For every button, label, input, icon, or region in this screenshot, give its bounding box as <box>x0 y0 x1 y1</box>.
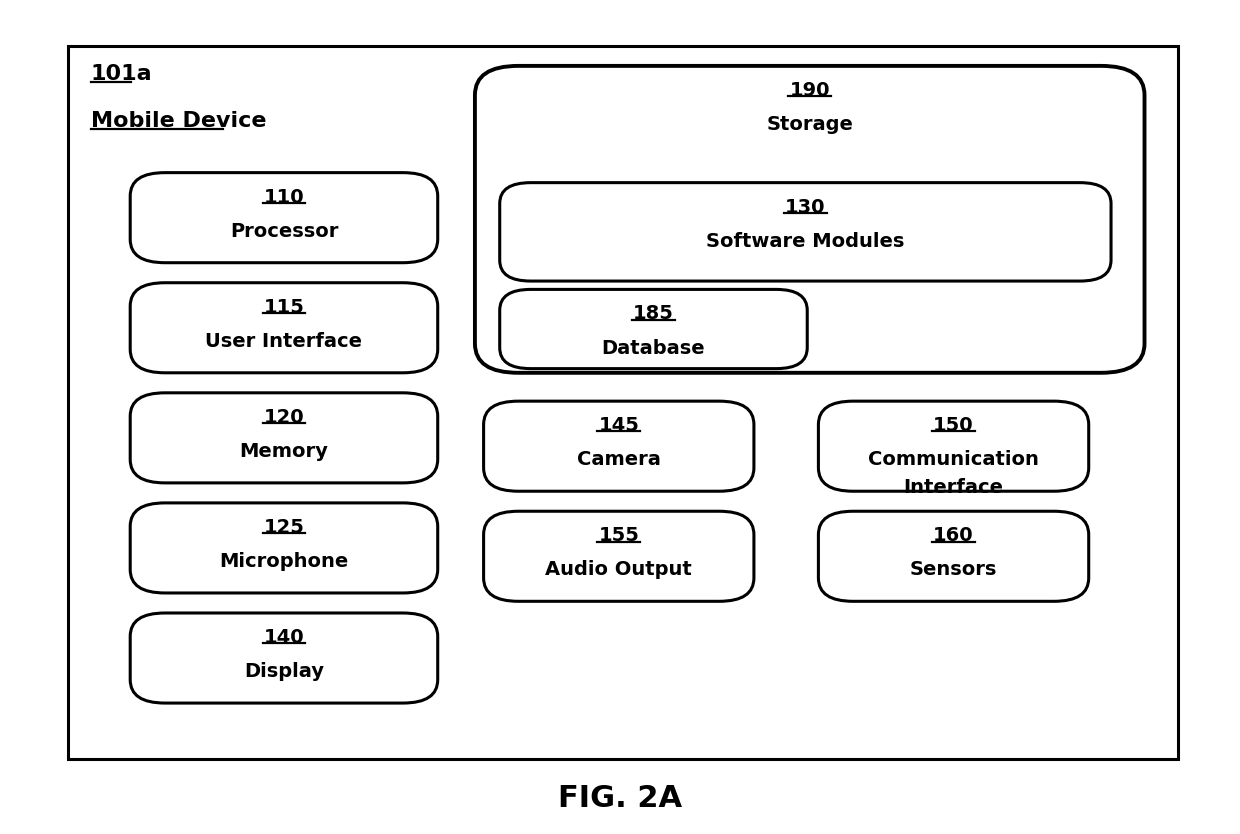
Text: 185: 185 <box>634 304 673 324</box>
Bar <box>68 46 1178 759</box>
Text: User Interface: User Interface <box>206 332 362 351</box>
FancyBboxPatch shape <box>818 511 1089 601</box>
Text: Display: Display <box>244 662 324 681</box>
Text: 115: 115 <box>264 298 304 317</box>
FancyBboxPatch shape <box>818 401 1089 491</box>
FancyBboxPatch shape <box>130 503 438 593</box>
Text: 110: 110 <box>264 188 304 207</box>
Text: Memory: Memory <box>239 442 329 461</box>
Text: 160: 160 <box>934 526 973 545</box>
FancyBboxPatch shape <box>500 183 1111 281</box>
FancyBboxPatch shape <box>130 613 438 703</box>
Text: Microphone: Microphone <box>219 552 348 571</box>
Text: 130: 130 <box>785 198 826 217</box>
Text: Interface: Interface <box>904 478 1003 497</box>
Text: 140: 140 <box>264 628 304 647</box>
FancyBboxPatch shape <box>130 173 438 263</box>
FancyBboxPatch shape <box>130 393 438 483</box>
Text: 145: 145 <box>599 416 639 435</box>
Text: 120: 120 <box>264 408 304 427</box>
Text: Storage: Storage <box>766 115 853 134</box>
Text: Mobile Device: Mobile Device <box>91 111 267 131</box>
Text: Sensors: Sensors <box>910 560 997 580</box>
Text: 190: 190 <box>790 81 830 100</box>
Text: Database: Database <box>601 339 706 358</box>
FancyBboxPatch shape <box>130 283 438 373</box>
FancyBboxPatch shape <box>484 401 754 491</box>
Text: Communication: Communication <box>868 450 1039 470</box>
Text: 125: 125 <box>264 518 304 537</box>
FancyBboxPatch shape <box>484 511 754 601</box>
Text: Processor: Processor <box>229 222 339 241</box>
Text: Camera: Camera <box>577 450 661 470</box>
Text: FIG. 2A: FIG. 2A <box>558 785 682 813</box>
FancyBboxPatch shape <box>500 289 807 369</box>
Text: 155: 155 <box>599 526 639 545</box>
Text: Software Modules: Software Modules <box>707 232 904 251</box>
Text: 150: 150 <box>934 416 973 435</box>
Text: 101a: 101a <box>91 64 153 84</box>
Text: Audio Output: Audio Output <box>546 560 692 580</box>
FancyBboxPatch shape <box>475 66 1145 373</box>
